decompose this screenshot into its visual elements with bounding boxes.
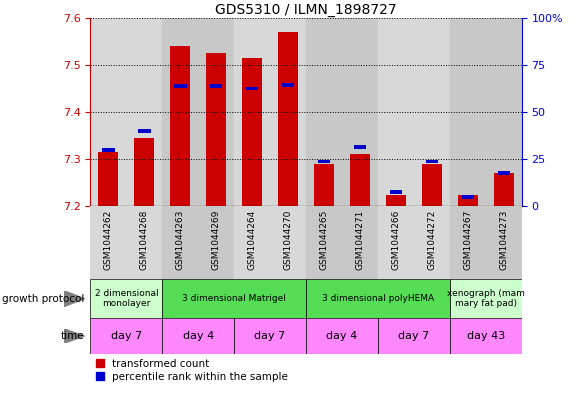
- Bar: [234, 318, 306, 354]
- Polygon shape: [64, 329, 85, 343]
- Bar: [246, 86, 258, 90]
- Bar: [198, 206, 234, 279]
- Bar: [162, 318, 234, 354]
- Bar: [462, 195, 474, 199]
- Title: GDS5310 / ILMN_1898727: GDS5310 / ILMN_1898727: [215, 3, 397, 17]
- Text: GSM1044264: GSM1044264: [248, 210, 257, 270]
- Bar: [90, 206, 127, 279]
- Text: 2 dimensional
monolayer: 2 dimensional monolayer: [94, 289, 158, 309]
- Legend: transformed count, percentile rank within the sample: transformed count, percentile rank withi…: [96, 359, 288, 382]
- Text: GSM1044267: GSM1044267: [463, 210, 472, 270]
- Bar: [450, 18, 486, 206]
- Text: GSM1044269: GSM1044269: [212, 210, 221, 270]
- Bar: [378, 318, 450, 354]
- Bar: [378, 18, 414, 206]
- Bar: [162, 206, 198, 279]
- Bar: [162, 18, 198, 206]
- Bar: [198, 18, 234, 206]
- Text: GSM1044270: GSM1044270: [283, 210, 293, 270]
- Bar: [282, 83, 294, 86]
- Bar: [138, 129, 150, 133]
- Text: GSM1044273: GSM1044273: [499, 210, 508, 270]
- Bar: [354, 145, 366, 149]
- Bar: [389, 190, 402, 194]
- Bar: [127, 206, 162, 279]
- Bar: [306, 18, 342, 206]
- Text: GSM1044272: GSM1044272: [427, 210, 437, 270]
- Bar: [318, 160, 331, 163]
- Bar: [127, 18, 162, 206]
- Bar: [458, 195, 477, 206]
- Bar: [450, 206, 486, 279]
- Bar: [234, 206, 270, 279]
- Bar: [486, 206, 522, 279]
- Bar: [497, 171, 510, 175]
- Bar: [450, 318, 522, 354]
- Bar: [314, 164, 334, 206]
- Bar: [278, 32, 298, 206]
- Bar: [243, 58, 262, 206]
- Bar: [414, 18, 450, 206]
- Bar: [306, 279, 450, 318]
- Text: day 7: day 7: [255, 331, 286, 341]
- Bar: [342, 206, 378, 279]
- Text: 3 dimensional polyHEMA: 3 dimensional polyHEMA: [322, 294, 434, 303]
- Text: GSM1044271: GSM1044271: [356, 210, 364, 270]
- Bar: [422, 164, 442, 206]
- Bar: [350, 154, 370, 206]
- Bar: [102, 148, 115, 152]
- Text: day 7: day 7: [398, 331, 430, 341]
- Bar: [99, 152, 118, 206]
- Text: xenograph (mam
mary fat pad): xenograph (mam mary fat pad): [447, 289, 525, 309]
- Text: day 4: day 4: [326, 331, 357, 341]
- Bar: [306, 206, 342, 279]
- Bar: [270, 206, 306, 279]
- Bar: [414, 206, 450, 279]
- Bar: [378, 206, 414, 279]
- Text: GSM1044266: GSM1044266: [391, 210, 401, 270]
- Polygon shape: [64, 291, 85, 307]
- Bar: [306, 318, 378, 354]
- Bar: [170, 46, 190, 206]
- Bar: [162, 279, 306, 318]
- Text: GSM1044262: GSM1044262: [104, 210, 113, 270]
- Bar: [135, 138, 154, 206]
- Bar: [386, 195, 406, 206]
- Bar: [486, 18, 522, 206]
- Bar: [270, 18, 306, 206]
- Text: day 7: day 7: [111, 331, 142, 341]
- Text: day 43: day 43: [467, 331, 505, 341]
- Bar: [90, 318, 162, 354]
- Bar: [450, 279, 522, 318]
- Bar: [90, 18, 127, 206]
- Bar: [210, 84, 223, 88]
- Bar: [90, 279, 162, 318]
- Text: growth protocol: growth protocol: [2, 294, 85, 304]
- Text: day 4: day 4: [182, 331, 214, 341]
- Text: time: time: [61, 331, 85, 341]
- Bar: [342, 18, 378, 206]
- Bar: [234, 18, 270, 206]
- Bar: [426, 160, 438, 163]
- Text: GSM1044263: GSM1044263: [175, 210, 185, 270]
- Text: GSM1044268: GSM1044268: [140, 210, 149, 270]
- Bar: [174, 84, 187, 88]
- Bar: [206, 53, 226, 206]
- Bar: [494, 173, 514, 206]
- Text: 3 dimensional Matrigel: 3 dimensional Matrigel: [182, 294, 286, 303]
- Text: GSM1044265: GSM1044265: [319, 210, 329, 270]
